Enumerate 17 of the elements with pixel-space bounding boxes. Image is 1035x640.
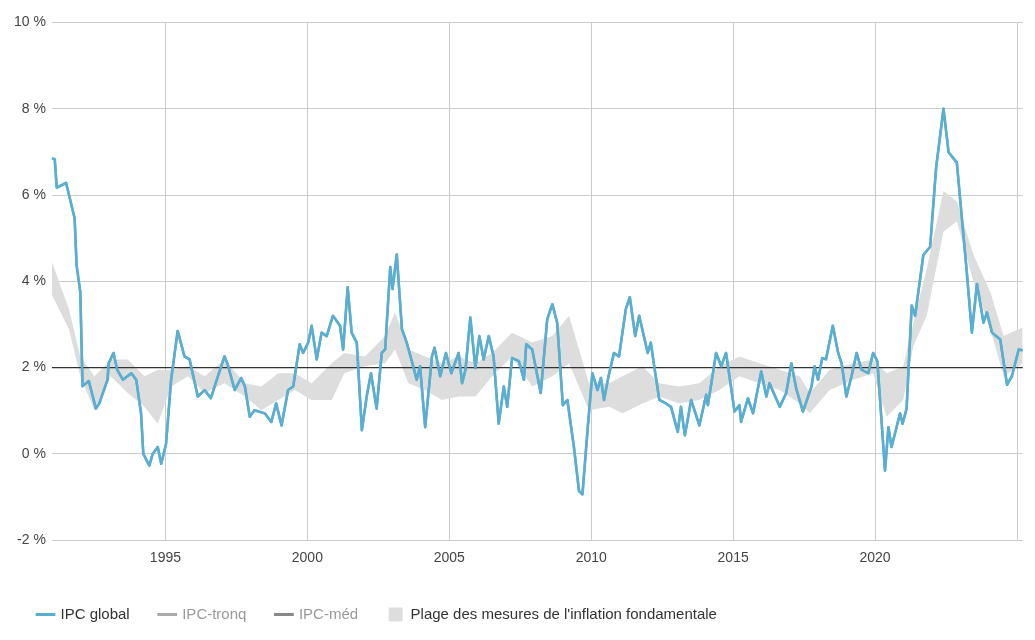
y-tick-label: 0 %: [21, 444, 46, 461]
y-tick-label: 4 %: [21, 272, 46, 289]
legend-label: IPC-méd: [298, 604, 359, 622]
legend-label: IPC global: [60, 604, 130, 622]
legend-label: IPC-tronq: [182, 604, 247, 622]
x-tick-label: 2020: [859, 549, 891, 566]
x-tick-label: 2000: [291, 549, 324, 566]
x-tick-label: 1995: [149, 549, 182, 566]
x-tick-label: 2005: [433, 549, 466, 566]
y-tick-label: 6 %: [21, 185, 46, 202]
y-tick-label: 2 %: [21, 358, 46, 375]
y-tick-label: -2 %: [17, 531, 46, 548]
y-tick-label: 10 %: [13, 13, 46, 30]
x-tick-label: 2015: [717, 549, 749, 566]
y-tick-label: 8 %: [21, 99, 46, 116]
x-tick-label: 2010: [575, 549, 608, 566]
legend-label: Plage des mesures de l'inflation fondamentale: [410, 604, 717, 622]
